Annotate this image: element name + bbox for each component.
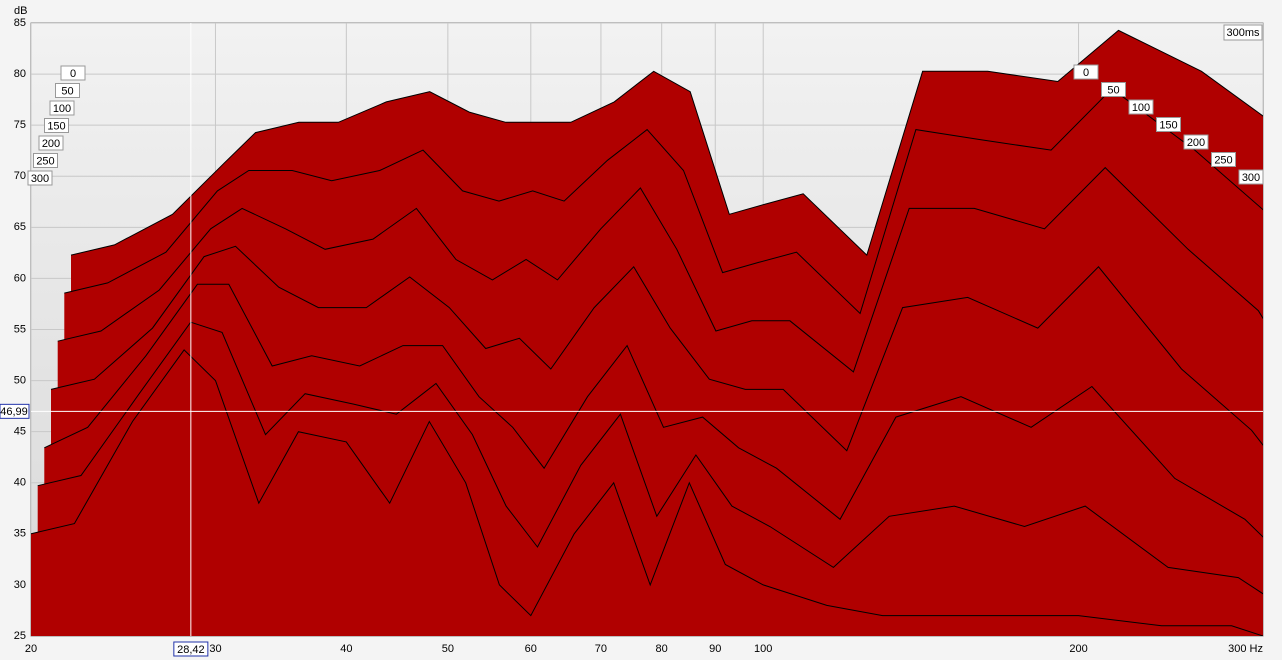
x-tick-label: 200 [1069, 643, 1087, 655]
x-tick-label: 40 [340, 643, 352, 655]
y-tick-label: 75 [14, 119, 26, 131]
x-tick-label: 90 [709, 643, 721, 655]
z-tick-label-left: 200 [42, 138, 60, 150]
z-tick-label-left: 50 [61, 85, 73, 97]
z-tick-box [55, 83, 80, 98]
time-range-label: 300ms [1226, 27, 1260, 39]
y-axis-label: dB [14, 5, 27, 17]
cursor-y-box [0, 403, 30, 419]
z-tick-box [1156, 117, 1181, 132]
slice-line [44, 283, 1263, 538]
z-tick-label-left: 150 [47, 120, 65, 132]
z-tick-label-right: 250 [1214, 154, 1232, 166]
cursor-x-label: 28,42 [177, 644, 205, 656]
z-tick-label-right: 100 [1132, 102, 1150, 114]
z-tick-box [1183, 134, 1209, 150]
slice-line [57, 166, 1263, 373]
z-tick-label-left: 300 [31, 173, 49, 185]
z-tick-label-right: 300 [1242, 172, 1260, 184]
z-tick-box [33, 153, 58, 168]
cursor-y-label: 46,99 [0, 406, 28, 418]
x-tick-label: 30 [209, 643, 221, 655]
y-tick-label: 70 [14, 170, 26, 182]
z-tick-label-left: 0 [70, 68, 76, 80]
z-tick-box [1128, 99, 1154, 115]
z-tick-box [1211, 152, 1236, 167]
x-tick-label: 50 [442, 643, 454, 655]
slice-line [64, 88, 1263, 315]
slice-line [31, 349, 1263, 636]
y-tick-label: 40 [14, 477, 26, 489]
x-tick-label: 70 [595, 643, 607, 655]
x-tick-label: 100 [754, 643, 772, 655]
z-tick-box [60, 65, 86, 81]
x-tick-label: 20 [25, 643, 37, 655]
z-tick-label-right: 150 [1159, 119, 1177, 131]
y-tick-label: 30 [14, 579, 26, 591]
z-tick-label-right: 200 [1187, 137, 1205, 149]
z-tick-box [49, 100, 75, 116]
y-tick-label: 80 [14, 68, 26, 80]
z-tick-box [1101, 82, 1126, 97]
x-tick-label: 80 [656, 643, 668, 655]
z-tick-box [38, 135, 64, 151]
y-tick-label: 35 [14, 528, 26, 540]
z-tick-label-left: 250 [36, 155, 54, 167]
x-tick-label: 60 [525, 643, 537, 655]
time-range-box [1223, 24, 1263, 41]
z-tick-label-right: 0 [1083, 67, 1089, 79]
y-tick-label: 50 [14, 374, 26, 386]
z-tick-label-right: 50 [1107, 84, 1119, 96]
y-tick-label: 45 [14, 426, 26, 438]
z-tick-label-left: 100 [53, 103, 71, 115]
z-tick-box [27, 170, 53, 186]
z-tick-box [1238, 169, 1264, 185]
y-tick-label: 55 [14, 323, 26, 335]
slice-line [70, 29, 1263, 257]
slice-line [50, 245, 1263, 452]
z-tick-box [44, 118, 69, 133]
slice-line [37, 321, 1263, 595]
z-tick-box [1073, 64, 1099, 80]
x-tick-label: 300 Hz [1228, 643, 1263, 655]
y-tick-label: 60 [14, 272, 26, 284]
slice-fill [31, 349, 1263, 636]
y-tick-label: 85 [14, 17, 26, 29]
y-tick-label: 25 [14, 630, 26, 642]
cursor-x-box [173, 641, 209, 657]
y-tick-label: 65 [14, 221, 26, 233]
